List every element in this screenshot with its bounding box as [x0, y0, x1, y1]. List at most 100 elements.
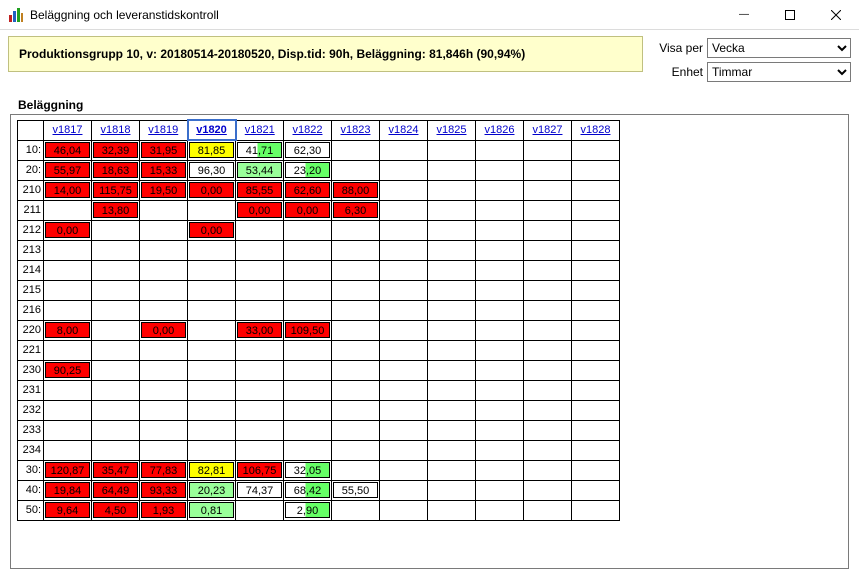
grid-cell[interactable] [188, 380, 236, 400]
grid-cell[interactable]: 15,33 [140, 160, 188, 180]
row-header[interactable]: 30: [18, 460, 44, 480]
grid-cell[interactable] [380, 460, 428, 480]
grid-cell[interactable] [332, 320, 380, 340]
row-header[interactable]: 212 [18, 220, 44, 240]
grid-cell[interactable]: 32,05 [284, 460, 332, 480]
grid-cell[interactable] [476, 160, 524, 180]
grid-cell[interactable]: 19,84 [44, 480, 92, 500]
grid-cell[interactable] [332, 160, 380, 180]
grid-cell[interactable] [476, 180, 524, 200]
grid-cell[interactable] [332, 460, 380, 480]
col-header[interactable]: v1828 [572, 120, 620, 140]
row-header[interactable]: 221 [18, 340, 44, 360]
grid-cell[interactable] [524, 260, 572, 280]
grid-cell[interactable] [428, 480, 476, 500]
grid-cell[interactable] [188, 320, 236, 340]
grid-cell[interactable]: 109,50 [284, 320, 332, 340]
grid-cell[interactable] [572, 140, 620, 160]
grid-cell[interactable] [236, 260, 284, 280]
grid-cell[interactable] [284, 300, 332, 320]
grid-cell[interactable] [572, 240, 620, 260]
grid-cell[interactable]: 106,75 [236, 460, 284, 480]
col-header[interactable]: v1821 [236, 120, 284, 140]
grid-cell[interactable] [92, 400, 140, 420]
grid-cell[interactable] [140, 240, 188, 260]
grid-cell[interactable]: 0,00 [188, 180, 236, 200]
grid-cell[interactable] [524, 240, 572, 260]
grid-cell[interactable] [236, 340, 284, 360]
row-header[interactable]: 234 [18, 440, 44, 460]
grid-cell[interactable] [428, 320, 476, 340]
grid-cell[interactable]: 0,00 [188, 220, 236, 240]
grid-cell[interactable] [332, 280, 380, 300]
grid-cell[interactable] [572, 360, 620, 380]
col-header[interactable]: v1825 [428, 120, 476, 140]
grid-cell[interactable] [380, 220, 428, 240]
grid-cell[interactable] [236, 360, 284, 380]
grid-cell[interactable] [380, 180, 428, 200]
grid-cell[interactable] [524, 140, 572, 160]
grid-cell[interactable] [92, 380, 140, 400]
grid-cell[interactable] [92, 440, 140, 460]
grid-cell[interactable]: 64,49 [92, 480, 140, 500]
col-header[interactable]: v1823 [332, 120, 380, 140]
grid-cell[interactable]: 33,00 [236, 320, 284, 340]
grid-cell[interactable] [428, 500, 476, 520]
grid-cell[interactable]: 6,30 [332, 200, 380, 220]
grid-cell[interactable]: 8,00 [44, 320, 92, 340]
grid-cell[interactable] [140, 340, 188, 360]
row-header[interactable]: 214 [18, 260, 44, 280]
grid-cell[interactable] [524, 500, 572, 520]
grid-cell[interactable]: 88,00 [332, 180, 380, 200]
grid-cell[interactable]: 14,00 [44, 180, 92, 200]
grid-cell[interactable]: 62,60 [284, 180, 332, 200]
grid-cell[interactable]: 23,20 [284, 160, 332, 180]
grid-cell[interactable] [284, 440, 332, 460]
grid-cell[interactable] [476, 300, 524, 320]
grid-cell[interactable] [524, 460, 572, 480]
grid-cell[interactable] [380, 360, 428, 380]
grid-cell[interactable] [236, 500, 284, 520]
grid-cell[interactable] [572, 340, 620, 360]
grid-cell[interactable] [380, 260, 428, 280]
grid-cell[interactable] [524, 180, 572, 200]
grid-cell[interactable] [380, 500, 428, 520]
col-header[interactable]: v1826 [476, 120, 524, 140]
grid-cell[interactable] [428, 440, 476, 460]
grid-cell[interactable]: 46,04 [44, 140, 92, 160]
grid-cell[interactable] [44, 300, 92, 320]
grid-cell[interactable] [428, 280, 476, 300]
col-header[interactable]: v1824 [380, 120, 428, 140]
grid-cell[interactable] [380, 340, 428, 360]
grid-cell[interactable]: 20,23 [188, 480, 236, 500]
grid-cell[interactable] [524, 380, 572, 400]
grid-cell[interactable] [44, 400, 92, 420]
row-header[interactable]: 232 [18, 400, 44, 420]
grid-cell[interactable] [92, 260, 140, 280]
grid-cell[interactable] [332, 420, 380, 440]
grid-cell[interactable] [44, 240, 92, 260]
grid-cell[interactable]: 96,30 [188, 160, 236, 180]
grid-cell[interactable]: 13,80 [92, 200, 140, 220]
grid-cell[interactable]: 0,81 [188, 500, 236, 520]
grid-cell[interactable]: 53,44 [236, 160, 284, 180]
grid-cell[interactable] [524, 160, 572, 180]
grid-cell[interactable]: 32,39 [92, 140, 140, 160]
grid-cell[interactable] [380, 320, 428, 340]
grid-cell[interactable]: 55,97 [44, 160, 92, 180]
grid-cell[interactable] [524, 480, 572, 500]
grid-cell[interactable] [140, 260, 188, 280]
grid-cell[interactable] [428, 300, 476, 320]
row-header[interactable]: 230 [18, 360, 44, 380]
grid-cell[interactable] [380, 280, 428, 300]
grid-cell[interactable] [236, 420, 284, 440]
grid-cell[interactable] [332, 300, 380, 320]
grid-cell[interactable] [92, 360, 140, 380]
row-header[interactable]: 20: [18, 160, 44, 180]
grid-cell[interactable] [524, 420, 572, 440]
grid-cell[interactable] [284, 360, 332, 380]
grid-cell[interactable]: 18,63 [92, 160, 140, 180]
grid-cell[interactable] [428, 240, 476, 260]
row-header[interactable]: 211 [18, 200, 44, 220]
grid-cell[interactable] [428, 180, 476, 200]
